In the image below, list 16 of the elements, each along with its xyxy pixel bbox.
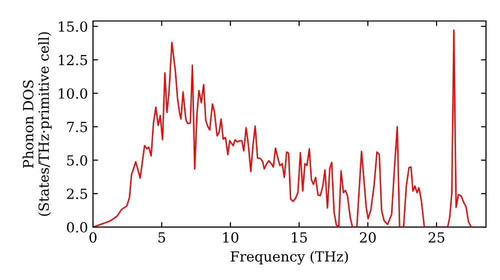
y-tick-label: 2.5 [66, 188, 88, 200]
y-tick-label: 7.5 [67, 122, 88, 132]
x-tick-label: 5 [158, 232, 166, 243]
y-tick-label: 15.0 [58, 21, 88, 32]
x-axis-title: Frequency (THz) [230, 250, 348, 265]
x-tick-label: 25 [428, 232, 444, 243]
y-tick-label: 5.0 [67, 155, 88, 166]
y-axis-title: Phonon DOS (States/THz·primitive cell) [22, 32, 52, 216]
line-series [93, 30, 472, 228]
x-tick-label: 10 [223, 232, 238, 243]
y-tick-label: 12.5 [58, 54, 88, 66]
y-tick-label: 0.0 [66, 222, 88, 233]
y-tick-label: 10.0 [58, 88, 88, 99]
x-tick-label: 0 [89, 232, 96, 243]
x-tick-label: 15 [292, 232, 307, 243]
x-tick-label: 20 [360, 232, 376, 243]
